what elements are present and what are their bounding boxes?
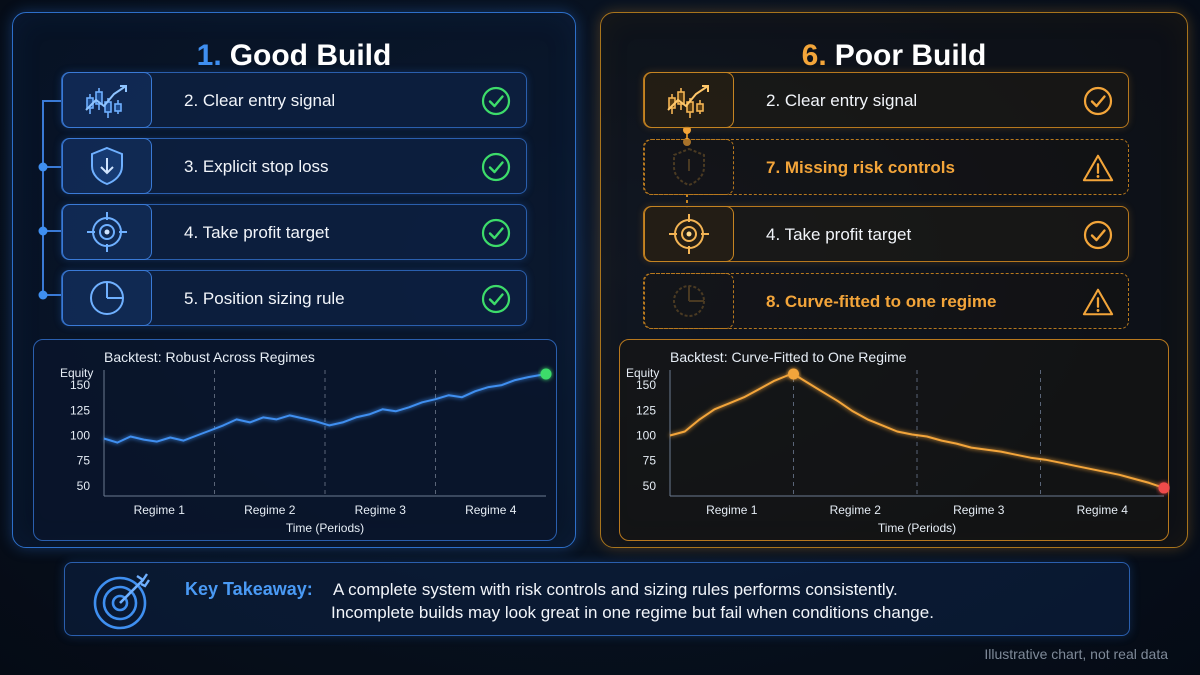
- chart-title: Backtest: Curve-Fitted to One Regime: [670, 349, 907, 365]
- good-build-title-text: Good Build: [229, 39, 392, 72]
- poor-item-curve-fitted: 8. Curve-fitted to one regime: [643, 273, 1129, 329]
- good-item-position-sizing: 5. Position sizing rule: [61, 270, 527, 326]
- key-takeaway-line1: A complete system with risk controls and…: [333, 580, 898, 599]
- key-takeaway-line2: Incomplete builds may look great in one …: [331, 603, 934, 622]
- key-takeaway-box: Key Takeaway: A complete system with ris…: [64, 562, 1130, 636]
- x-tick-label: Regime 2: [244, 503, 296, 517]
- good-item-label: 4. Take profit target: [184, 223, 330, 242]
- key-takeaway-label: Key Takeaway:: [185, 579, 313, 599]
- poor-chart-svg: Backtest: Curve-Fitted to One Regime Equi…: [626, 349, 1170, 535]
- y-tick-label: 75: [643, 454, 657, 468]
- end-marker: [540, 368, 552, 380]
- good-item-entry-signal: 2. Clear entry signal: [61, 72, 527, 128]
- candlestick-chart-icon: [62, 72, 152, 128]
- poor-item-label: 2. Clear entry signal: [766, 91, 918, 110]
- good-chart-svg: Backtest: Robust Across Regimes Equity 50 7…: [60, 349, 552, 535]
- check-circle-icon: [481, 86, 511, 116]
- footnote: Illustrative chart, not real data: [984, 646, 1168, 662]
- y-tick-label: 125: [70, 403, 90, 417]
- y-tick-label: 50: [77, 479, 91, 493]
- x-tick-label: Regime 1: [134, 503, 186, 517]
- candlestick-chart-icon: [644, 72, 734, 128]
- y-tick-label: 100: [70, 429, 90, 443]
- check-circle-icon: [481, 284, 511, 314]
- good-backtest-chart: Backtest: Robust Across Regimes Equity 50 7…: [33, 339, 557, 541]
- y-axis-label: Equity: [60, 366, 93, 380]
- check-circle-icon: [1083, 86, 1113, 116]
- good-item-stop-loss: 3. Explicit stop loss: [61, 138, 527, 194]
- end-marker: [1158, 482, 1170, 494]
- faded-shield-icon: [644, 139, 734, 195]
- y-tick-label: 125: [636, 403, 656, 417]
- poor-item-take-profit: 4. Take profit target: [643, 206, 1129, 262]
- x-tick-label: Regime 2: [830, 503, 882, 517]
- y-tick-label: 50: [643, 479, 657, 493]
- y-tick-label: 150: [636, 378, 656, 392]
- equity-line: [669, 373, 1165, 489]
- faded-pie-chart-icon: [644, 273, 734, 329]
- bullseye-arrow-icon: [93, 573, 150, 630]
- poor-item-missing-risk-controls: 7. Missing risk controls: [643, 139, 1129, 195]
- pie-chart-icon: [62, 270, 152, 326]
- check-circle-icon: [481, 218, 511, 248]
- x-tick-label: Regime 4: [1077, 503, 1129, 517]
- good-item-label: 3. Explicit stop loss: [184, 157, 329, 176]
- x-tick-label: Regime 3: [953, 503, 1005, 517]
- peak-marker: [788, 368, 799, 380]
- good-item-take-profit: 4. Take profit target: [61, 204, 527, 260]
- x-tick-label: Regime 4: [465, 503, 517, 517]
- shield-down-arrow-icon: [62, 138, 152, 194]
- y-tick-label: 75: [77, 454, 91, 468]
- poor-backtest-chart: Backtest: Curve-Fitted to One Regime Equi…: [619, 339, 1170, 541]
- good-build-number: 1.: [196, 39, 222, 72]
- chart-title: Backtest: Robust Across Regimes: [104, 349, 315, 365]
- poor-item-label: 7. Missing risk controls: [766, 158, 955, 177]
- good-item-label: 2. Clear entry signal: [184, 91, 336, 110]
- warning-triangle-icon: [1082, 288, 1114, 316]
- equity-line: [103, 373, 547, 444]
- poor-item-label: 4. Take profit target: [766, 225, 912, 244]
- check-circle-icon: [481, 152, 511, 182]
- poor-item-label: 8. Curve-fitted to one regime: [766, 292, 997, 311]
- crosshair-target-icon: [644, 206, 734, 262]
- good-build-panel: 1. Good Build 2. Clear entry signal: [12, 12, 576, 548]
- poor-build-number: 6.: [801, 39, 827, 72]
- good-item-label: 5. Position sizing rule: [184, 289, 345, 308]
- check-circle-icon: [1083, 220, 1113, 250]
- x-tick-label: Regime 1: [706, 503, 758, 517]
- x-axis-label: Time (Periods): [286, 521, 364, 535]
- poor-build-title: 6. Poor Build: [601, 39, 1187, 73]
- x-tick-label: Regime 3: [355, 503, 407, 517]
- y-tick-label: 150: [70, 378, 90, 392]
- y-axis-label: Equity: [626, 366, 659, 380]
- x-axis-label: Time (Periods): [878, 521, 956, 535]
- poor-build-title-text: Poor Build: [834, 39, 987, 72]
- good-build-title: 1. Good Build: [13, 39, 575, 73]
- good-connector-line: [38, 100, 61, 300]
- crosshair-target-icon: [62, 204, 152, 260]
- poor-connector-dots: [683, 126, 691, 208]
- poor-item-entry-signal: 2. Clear entry signal: [643, 72, 1129, 128]
- poor-build-panel: 6. Poor Build 2. Clear entry signal: [600, 12, 1188, 548]
- y-tick-label: 100: [636, 429, 656, 443]
- warning-triangle-icon: [1082, 154, 1114, 182]
